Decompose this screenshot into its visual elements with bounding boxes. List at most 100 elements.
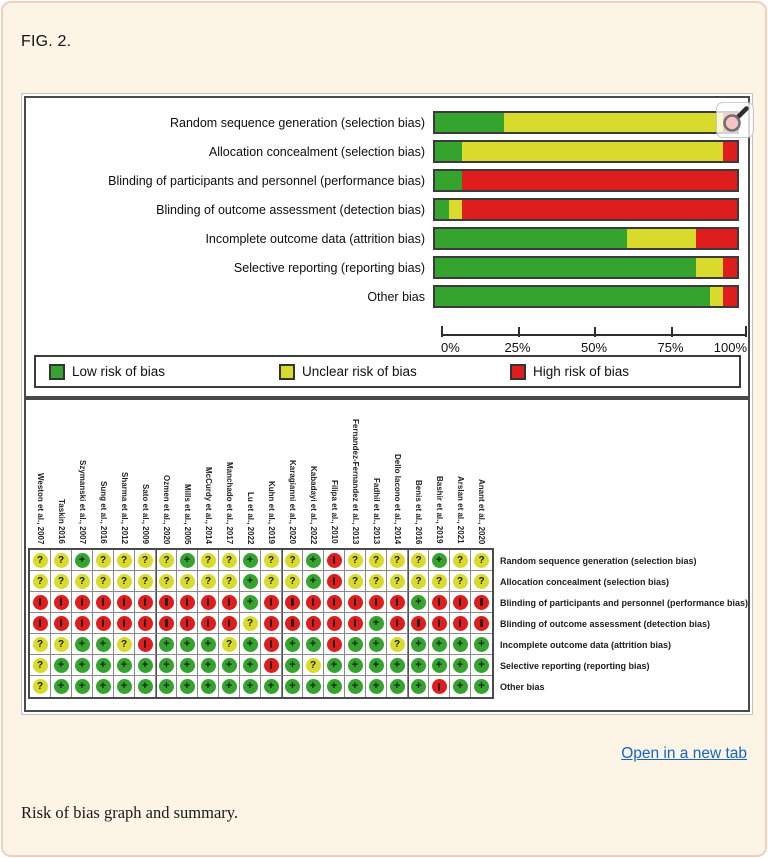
high-risk-dot [285,594,300,610]
rob-cell: ? [303,655,324,676]
domain-label: Other bias [500,681,545,692]
rob-cell: ? [135,550,156,571]
legend-item-unclear: Unclear risk of bias [279,357,417,386]
minus-mark [332,577,336,585]
low-risk-dot: + [305,636,321,652]
unclear-risk-dot: ? [305,657,321,673]
rob-cell: ? [408,550,429,571]
zoom-button[interactable] [716,102,754,138]
open-in-new-tab-link[interactable]: Open in a new tab [621,745,747,762]
minus-mark [437,619,441,627]
high-risk-dot [137,594,153,610]
matrix-row: ? + [30,613,492,634]
bar-segment-unclear [695,258,724,277]
domain-label: Blinding of participants and personnel (… [500,597,749,608]
low-risk-dot: + [53,657,69,673]
rob-cell: + [177,634,198,655]
axis-tick [594,327,596,337]
rob-cell: ? [198,550,219,571]
low-risk-dot: + [474,636,489,652]
rob-cell [135,613,156,634]
rob-cell [198,613,219,634]
rob-cell: + [366,634,387,655]
rob-cell [303,613,324,634]
rob-cell: + [471,676,492,697]
x-axis [441,326,747,356]
high-risk-dot [137,636,153,652]
high-risk-dot [474,594,489,610]
minus-mark [311,619,315,627]
rob-cell: ? [30,571,51,592]
low-risk-dot: + [347,636,363,652]
high-risk-dot [431,615,447,631]
study-name-label: Sharma et al., 2012 [120,471,129,544]
rob-cell: ? [156,550,177,571]
high-risk-dot [95,594,111,610]
rob-cell [324,571,345,592]
bar-segment-unclear [709,287,724,306]
study-header: Arslan et al., 2021 [450,404,471,546]
matrix-row: ?? + +? + + +? + + + + +? + + + + [30,634,492,655]
study-header: Szymanski et al., 2007 [72,404,93,546]
low-risk-dot: + [474,679,489,694]
rob-cell: + [72,676,93,697]
rob-cell: ? [30,655,51,676]
study-header: Lu et al., 2022 [240,404,261,546]
minus-mark [38,619,42,627]
unclear-risk-dot: ? [474,573,489,589]
low-risk-dot: + [305,552,321,568]
high-risk-dot [159,594,174,610]
rob-cell: ? [366,550,387,571]
low-risk-dot: + [242,552,258,568]
high-risk-dot [32,615,48,631]
high-risk-dot [305,615,321,631]
unclear-risk-dot: ? [285,552,300,568]
unclear-risk-dot: ? [200,573,216,589]
rob-cell: ? [219,571,240,592]
rob-cell: + [93,634,114,655]
study-header: Sharma et al., 2012 [114,404,135,546]
chart-legend: Low risk of bias Unclear risk of bias High… [34,355,741,388]
unclear-risk-dot: ? [116,552,132,568]
rob-cell: + [93,655,114,676]
high-risk-dot [452,594,468,610]
study-name-label: Sato et al., 2009 [141,483,150,544]
high-risk-dot [179,615,195,631]
rob-cell: ? [450,550,471,571]
high-risk-dot [263,636,279,652]
rob-cell [282,592,303,613]
unclear-risk-dot: ? [32,552,48,568]
bar-category-label: Random sequence generation (selection bi… [169,115,425,130]
rob-cell: ? [387,634,408,655]
rob-cell [72,592,93,613]
unclear-risk-dot: ? [53,552,69,568]
rob-cell: ? [93,571,114,592]
rob-cell [198,592,219,613]
unclear-risk-dot: ? [347,552,363,568]
low-risk-dot: + [368,679,384,694]
bar-row: Allocation concealment (selection bias) [31,137,743,166]
bar-segment-low [435,287,710,306]
axis-tick-label: 75% [657,340,684,355]
rob-cell: + [366,613,387,634]
minus-mark [59,619,63,627]
low-risk-dot: + [242,657,258,673]
low-risk-dot: + [74,636,90,652]
bar-chart-rows: Random sequence generation (selection bi… [31,108,743,311]
bar-category-label: Blinding of outcome assessment (detectio… [156,202,425,217]
bar-row: Random sequence generation (selection bi… [31,108,743,137]
rob-cell [114,613,135,634]
low-risk-dot: + [452,657,468,673]
bar-category-label: Other bias [367,289,425,304]
rob-cell: + [198,634,219,655]
rob-cell [30,592,51,613]
high-risk-dot [389,615,405,631]
unclear-risk-dot: ? [368,573,384,589]
low-risk-dot: + [326,657,342,673]
low-risk-dot: + [285,679,300,694]
study-header: Weston et al., 2007 [30,404,51,546]
bar-row: Other bias [31,282,743,311]
rob-cell: + [303,550,324,571]
risk-of-bias-summary-panel: Weston et al., 2007 Taskin 2016 Szymanski … [24,398,750,712]
